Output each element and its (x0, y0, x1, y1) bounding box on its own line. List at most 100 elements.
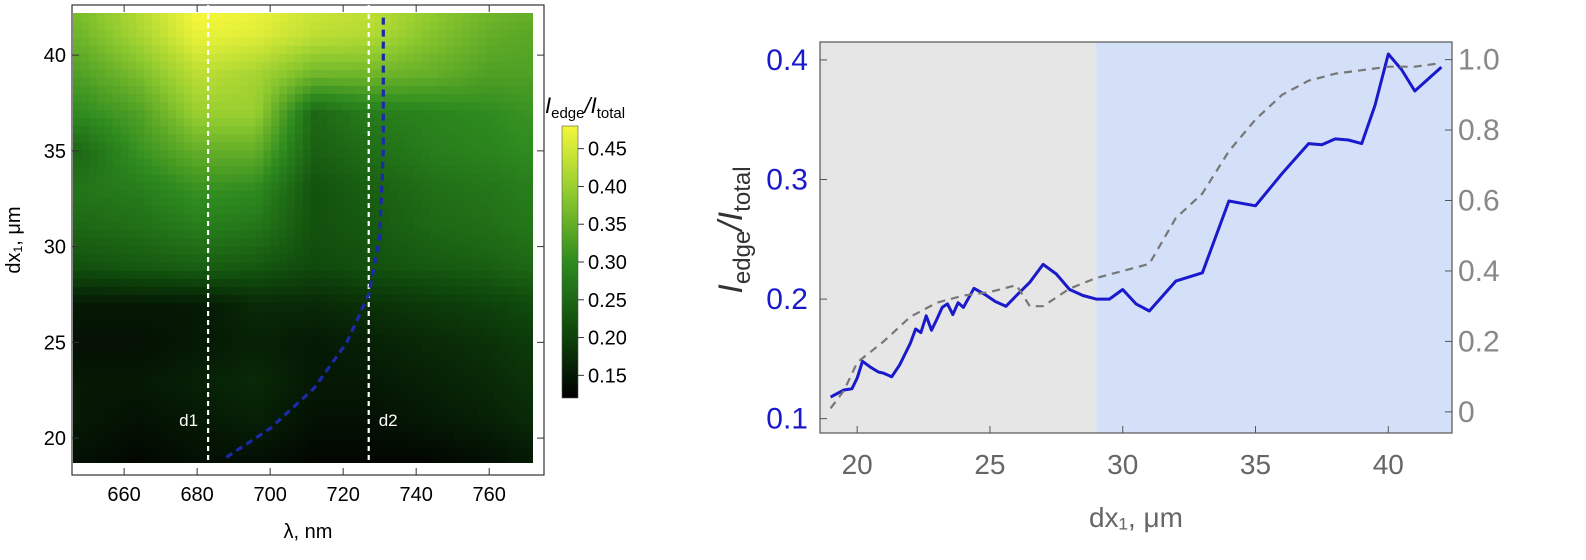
heatmap-cell (207, 342, 217, 352)
heatmap-cell (215, 366, 225, 376)
heatmap-cell (80, 302, 90, 311)
heatmap-cell (144, 181, 153, 191)
heatmap-cell (509, 334, 518, 344)
heatmap-cell (303, 366, 312, 376)
heatmap-cell (120, 406, 130, 416)
heatmap-cell (477, 53, 487, 62)
heatmap-cell (144, 21, 153, 30)
heatmap-cell (112, 61, 122, 70)
heatmap-cell (263, 53, 272, 62)
heatmap-cell (144, 454, 153, 463)
heatmap-cell (509, 29, 518, 38)
heatmap-cell (477, 117, 487, 127)
heatmap-cell (120, 310, 130, 319)
heatmap-cell (429, 302, 439, 311)
heatmap-cell (358, 398, 368, 408)
heatmap-cell (477, 350, 487, 360)
heatmap-cell (477, 21, 487, 30)
heatmap-cell (279, 318, 288, 327)
heatmap-cell (477, 302, 487, 311)
heatmap-cell (310, 173, 320, 183)
heatmap-cell (398, 278, 407, 287)
heatmap-cell (453, 133, 463, 143)
heatmap-cell (382, 422, 391, 432)
heatmap-cell (303, 181, 312, 191)
heatmap-cell (382, 117, 391, 127)
heatmap-cell (414, 406, 423, 416)
heatmap-cell (128, 358, 138, 368)
heatmap-cell (120, 109, 130, 119)
heatmap-cell (406, 350, 415, 360)
heatmap-cell (239, 302, 249, 311)
heatmap-cell (366, 109, 375, 119)
heatmap-cell (461, 37, 471, 46)
heatmap-cell (287, 69, 296, 78)
heatmap-cell (231, 77, 241, 86)
heatmap-cell (398, 334, 407, 344)
heatmap-cell (334, 69, 344, 78)
heatmap-cell (318, 366, 328, 376)
heatmap-cell (501, 270, 510, 279)
heatmap-cell (406, 286, 415, 295)
heatmap-cell (271, 197, 280, 207)
heatmap-cell (279, 398, 288, 408)
heatmap-cell (128, 21, 138, 30)
heatmap-cell (88, 270, 98, 279)
heatmap-cell (374, 390, 383, 400)
heatmap-cell (398, 246, 407, 255)
heatmap-cell (437, 189, 447, 199)
heatmap-cell (207, 165, 217, 175)
heatmap-cell (223, 310, 233, 319)
heatmap-cell (374, 350, 383, 360)
heatmap-cell (255, 390, 264, 400)
heatmap-cell (295, 414, 304, 424)
heatmap-cell (429, 454, 439, 463)
heatmap-cell (310, 29, 320, 38)
heatmap-cell (342, 246, 352, 255)
heatmap-cell (342, 390, 352, 400)
heatmap-cell (231, 374, 241, 384)
heatmap-cell (128, 350, 138, 360)
heatmap-cell (271, 238, 280, 247)
heatmap-cell (406, 310, 415, 319)
heatmap-cell (73, 294, 82, 303)
heatmap-cell (445, 85, 455, 94)
heatmap-cell (88, 342, 98, 352)
heatmap-cell (239, 358, 249, 368)
heatmap-cell (104, 29, 114, 38)
heatmap-cell (318, 157, 328, 167)
heatmap-cell (461, 382, 471, 392)
heatmap-cell (525, 189, 533, 199)
heatmap-cell (247, 374, 257, 384)
heatmap-cell (366, 454, 375, 463)
heatmap-cell (207, 302, 217, 311)
heatmap-cell (199, 438, 209, 448)
heatmap-cell (493, 294, 502, 303)
heatmap-cell (310, 69, 320, 78)
heatmap-cell (501, 29, 510, 38)
heatmap-cell (247, 85, 257, 94)
heatmap-cell (334, 294, 344, 303)
heatmap-cell (176, 246, 185, 255)
heatmap-cell (279, 446, 288, 456)
heatmap-cell (461, 181, 471, 191)
heatmap-cell (374, 254, 383, 263)
heatmap-cell (263, 45, 272, 54)
heatmap-cell (318, 229, 328, 239)
heatmap-cell (263, 438, 272, 448)
heatmap-cell (144, 438, 153, 448)
heatmap-cell (421, 149, 431, 159)
heatmap-cell (437, 69, 447, 78)
heatmap-cell (120, 221, 130, 231)
heatmap-cell (176, 133, 185, 143)
heatmap-cell (453, 342, 463, 352)
heatmap-cell (247, 173, 257, 183)
heatmap-cell (287, 205, 296, 215)
heatmap-cell (453, 310, 463, 319)
heatmap-cell (80, 398, 90, 408)
heatmap-cell (437, 149, 447, 159)
heatmap-cell (406, 262, 415, 271)
heatmap-cell (334, 109, 344, 119)
heatmap-cell (525, 358, 533, 368)
heatmap-cell (191, 93, 201, 102)
